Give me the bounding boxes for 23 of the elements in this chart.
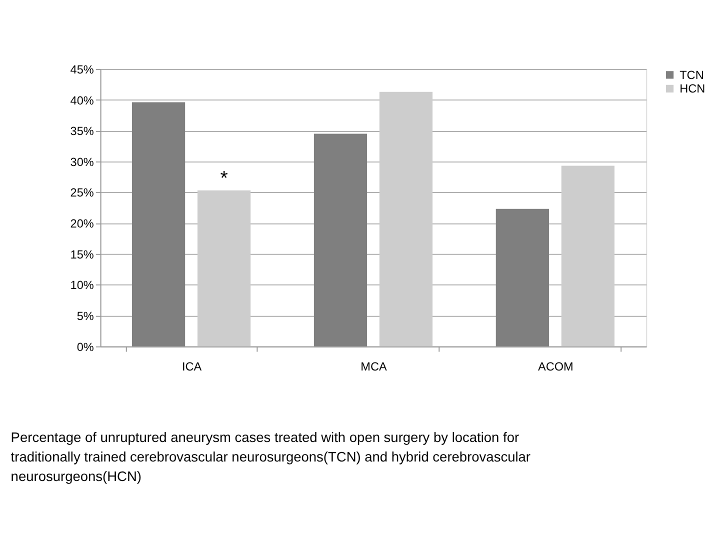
x-tick-label: ICA (182, 359, 202, 374)
legend-label: TCN (680, 68, 704, 82)
y-tick-label: 0% (76, 340, 94, 354)
y-tick-label: 15% (70, 247, 94, 262)
bar (197, 190, 251, 346)
y-tick-label: 30% (70, 154, 94, 169)
y-tick-label: 35% (70, 124, 94, 138)
bar (379, 92, 433, 346)
x-tick-label: MCA (360, 359, 387, 374)
bar (314, 134, 368, 346)
legend-label: HCN (680, 82, 706, 96)
text: Percentage of unruptured aneurysm cases treated with open surgery by location for traditionally trained cerebrovascular neurosurgeons(TCN) and hybrid cerebrovascular neurosurgeons(HCN) (10, 430, 531, 484)
y-tick-label: 5% (76, 308, 94, 323)
bar (561, 166, 614, 346)
y-tick-label: 40% (70, 93, 94, 108)
y-tick-label: 20% (70, 216, 94, 231)
y-tick-label: 25% (70, 186, 94, 200)
y-tick-label: 45% (70, 62, 94, 76)
annotation: * (220, 168, 228, 190)
bar (132, 102, 186, 346)
bar (496, 208, 549, 346)
y-tick-label: 10% (70, 278, 94, 292)
x-tick-label: ACOM (538, 359, 574, 374)
